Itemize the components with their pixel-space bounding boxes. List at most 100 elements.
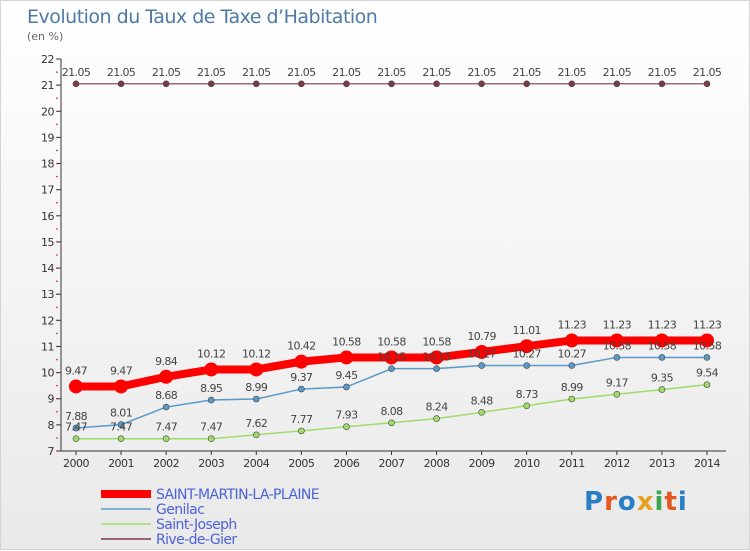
- data-point: [207, 396, 215, 404]
- data-point: [117, 435, 125, 443]
- x-tick-label: 2009: [469, 457, 495, 470]
- y-minor-dot: [56, 254, 58, 256]
- data-label: 10.15: [377, 351, 406, 364]
- x-tick-label: 2004: [243, 457, 269, 470]
- legend-label: Saint-Joseph: [156, 517, 237, 533]
- data-label: 7.47: [110, 421, 133, 434]
- data-label: 10.12: [197, 347, 226, 360]
- data-label: 21.05: [377, 66, 406, 79]
- data-point: [523, 80, 531, 88]
- y-tick-label: 10: [41, 367, 54, 380]
- data-label: 7.47: [200, 421, 223, 434]
- data-label: 21.05: [693, 66, 722, 79]
- x-tick-label: 2011: [559, 457, 585, 470]
- data-point: [298, 427, 305, 435]
- data-label: 10.27: [467, 348, 496, 361]
- y-minor-dot: [56, 175, 58, 178]
- data-label: 10.58: [603, 339, 632, 352]
- data-point: [433, 80, 440, 88]
- data-label: 8.99: [561, 381, 584, 394]
- data-point: [613, 80, 621, 88]
- data-point: [429, 350, 444, 365]
- data-label: 9.47: [65, 364, 88, 377]
- y-tick-label: 14: [41, 262, 54, 275]
- data-label: 21.05: [197, 66, 226, 79]
- data-label: 21.05: [467, 66, 496, 79]
- y-minor-dot: [56, 149, 58, 152]
- data-point: [298, 80, 305, 88]
- data-point: [72, 424, 80, 432]
- data-label: 9.17: [606, 376, 629, 389]
- data-point: [343, 383, 350, 391]
- data-point: [703, 381, 711, 388]
- y-tick-label: 17: [41, 184, 54, 197]
- data-label: 10.42: [287, 340, 316, 353]
- data-point: [703, 354, 711, 361]
- y-minor-dot: [56, 97, 58, 99]
- data-point: [249, 362, 264, 377]
- chart-title: Evolution du Taux de Taxe d’Habitation: [27, 6, 378, 28]
- data-label: 8.73: [516, 388, 539, 401]
- x-tick-label: 2008: [424, 457, 450, 470]
- data-label: 11.01: [512, 324, 541, 337]
- data-label: 21.05: [62, 66, 91, 79]
- data-point: [252, 431, 260, 439]
- y-tick-label: 7: [48, 445, 55, 458]
- data-point: [204, 362, 219, 377]
- data-point: [658, 386, 666, 393]
- data-label: 9.35: [651, 372, 674, 385]
- data-point: [207, 80, 215, 88]
- data-label: 21.05: [603, 66, 632, 79]
- data-point: [700, 333, 714, 348]
- data-point: [343, 80, 350, 88]
- y-tick-label: 11: [41, 340, 54, 353]
- data-label: 10.27: [558, 348, 587, 361]
- legend-label: Genilac: [156, 502, 204, 518]
- data-point: [703, 80, 711, 88]
- data-label: 10.58: [332, 335, 361, 348]
- data-label: 7.88: [65, 410, 88, 423]
- data-label: 8.08: [380, 405, 403, 418]
- data-point: [114, 379, 129, 394]
- data-label: 7.62: [245, 417, 267, 430]
- y-tick-label: 22: [41, 53, 54, 66]
- data-point: [117, 80, 125, 88]
- data-point: [433, 415, 440, 422]
- y-tick-label: 21: [41, 79, 54, 92]
- data-label: 7.77: [290, 413, 313, 426]
- y-minor-dot: [56, 437, 58, 439]
- data-point: [159, 369, 174, 384]
- y-tick-label: 16: [41, 210, 54, 223]
- data-label: 9.37: [290, 371, 313, 384]
- data-point: [478, 362, 485, 369]
- data-point: [658, 80, 666, 88]
- data-label: 21.05: [332, 66, 361, 79]
- data-point: [388, 80, 395, 88]
- data-point: [523, 402, 531, 410]
- y-minor-dot: [56, 201, 58, 204]
- data-label: 10.58: [648, 339, 677, 352]
- data-point: [298, 385, 305, 393]
- data-label: 21.05: [242, 66, 271, 79]
- x-tick-label: 2007: [379, 457, 405, 470]
- x-tick-label: 2012: [604, 457, 630, 470]
- x-tick-label: 2000: [63, 457, 89, 470]
- x-tick-label: 2013: [649, 457, 675, 470]
- data-label: 8.68: [155, 389, 178, 402]
- data-point: [519, 339, 534, 354]
- y-tick-label: 19: [41, 131, 54, 144]
- data-point: [294, 354, 309, 369]
- data-point: [658, 354, 666, 361]
- data-point: [343, 423, 350, 430]
- y-tick-label: 9: [48, 393, 55, 406]
- y-tick-label: 20: [41, 105, 54, 118]
- data-label: 21.05: [648, 66, 677, 79]
- x-tick-label: 2014: [694, 457, 720, 470]
- data-label: 21.05: [107, 66, 136, 79]
- data-label: 10.58: [693, 339, 722, 352]
- data-point: [252, 395, 260, 403]
- data-label: 8.01: [110, 407, 132, 420]
- data-point: [207, 435, 215, 443]
- data-label: 21.05: [287, 66, 316, 79]
